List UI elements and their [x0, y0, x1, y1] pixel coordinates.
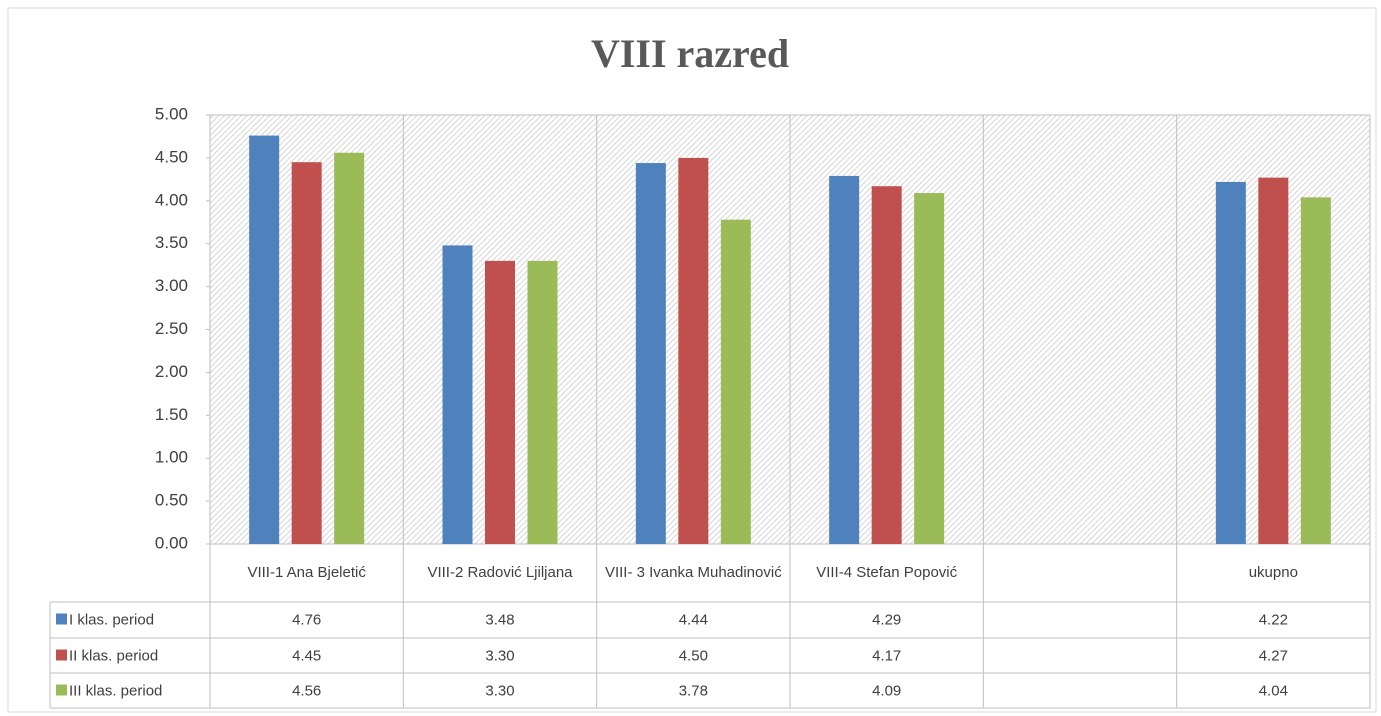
- legend-label: II klas. period: [69, 647, 158, 664]
- table-value: 4.17: [872, 647, 901, 664]
- y-tick-label: 1.00: [155, 448, 188, 467]
- table-value: 3.78: [679, 682, 708, 699]
- chart-border: [7, 7, 1377, 713]
- y-tick-label: 5.00: [155, 104, 188, 123]
- bar: [1258, 177, 1289, 544]
- table-value: 4.56: [292, 682, 321, 699]
- table-value: 3.30: [485, 647, 514, 664]
- bar: [635, 163, 666, 544]
- x-tick-label: VIII- 3 Ivanka Muhadinović: [604, 564, 782, 581]
- bar: [720, 219, 751, 544]
- table-value: 4.04: [1259, 682, 1288, 699]
- table-value: 4.29: [872, 611, 901, 628]
- y-tick-label: 3.00: [155, 276, 188, 295]
- bar: [249, 135, 280, 545]
- legend-swatch: [56, 684, 67, 696]
- bar: [914, 193, 945, 544]
- bar: [829, 175, 860, 544]
- legend-label: I klas. period: [69, 611, 154, 628]
- bar: [334, 152, 365, 544]
- y-tick-label: 2.00: [155, 362, 188, 381]
- x-tick-label: VIII-2 Radović Ljiljana: [427, 564, 573, 581]
- x-tick-label: ukupno: [1248, 564, 1298, 581]
- table-value: 4.22: [1259, 611, 1288, 628]
- table-value: 4.50: [679, 647, 708, 664]
- y-tick-label: 0.00: [155, 533, 188, 552]
- y-tick-label: 0.50: [155, 491, 188, 510]
- table-value: 4.76: [292, 611, 321, 628]
- legend-swatch: [56, 613, 67, 625]
- bar: [291, 162, 322, 544]
- bar: [1215, 181, 1246, 544]
- x-tick-label: VIII-4 Stefan Popović: [816, 564, 958, 581]
- table-value: 3.30: [485, 682, 514, 699]
- bar: [527, 260, 558, 544]
- table-value: 4.44: [679, 611, 708, 628]
- chart-title: VIII razred: [591, 31, 789, 76]
- table-value: 3.48: [485, 611, 514, 628]
- y-tick-label: 4.00: [155, 190, 188, 209]
- x-tick-label: VIII-1 Ana Bjeletić: [247, 564, 366, 581]
- y-tick-label: 1.50: [155, 405, 188, 424]
- legend-label: III klas. period: [69, 682, 162, 699]
- table-value: 4.27: [1259, 647, 1288, 664]
- table-value: 4.09: [872, 682, 901, 699]
- y-tick-label: 4.50: [155, 147, 188, 166]
- bar: [678, 157, 709, 544]
- legend-swatch: [56, 649, 67, 661]
- bar: [485, 260, 515, 544]
- y-tick-label: 3.50: [155, 233, 188, 252]
- bar: [871, 186, 902, 545]
- bar: [1300, 197, 1331, 545]
- bar: [442, 245, 473, 544]
- table-value: 4.45: [292, 647, 321, 664]
- y-tick-label: 2.50: [155, 319, 188, 338]
